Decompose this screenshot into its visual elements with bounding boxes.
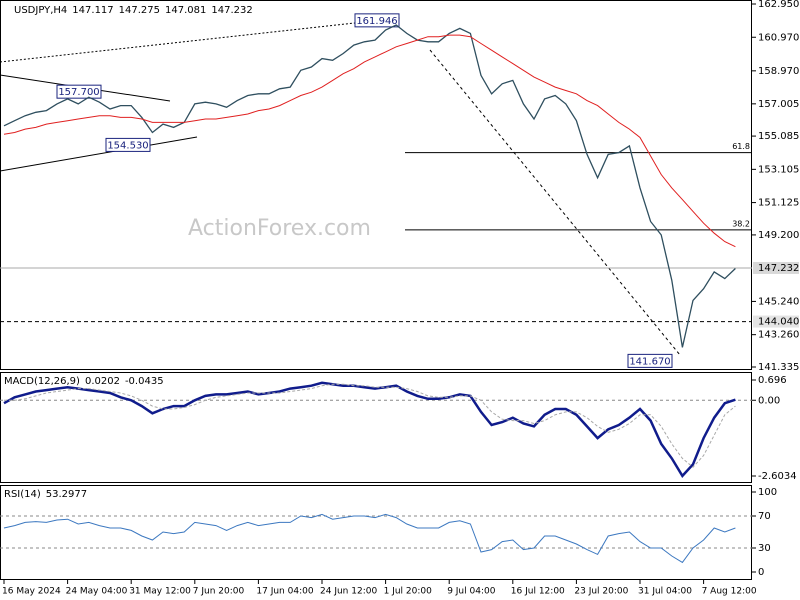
- y-tick-label: 157.005: [758, 99, 799, 110]
- annotation-box: [627, 353, 673, 368]
- x-tick-label: 24 Jun 12:00: [320, 587, 377, 597]
- watermark: ActionForex.com: [188, 216, 371, 241]
- y-tick-label: 70: [758, 511, 771, 522]
- series-line: [3, 381, 736, 478]
- header-value: -0.0435: [125, 376, 164, 387]
- header-value: 53.2977: [46, 489, 87, 500]
- x-tick-label: 7 Jun 20:00: [193, 587, 245, 597]
- header-value: 147.081: [165, 5, 206, 16]
- annotation-box: [56, 84, 102, 99]
- y-tick-label: 30: [758, 543, 771, 554]
- y-tick-label: 0: [758, 567, 764, 578]
- y-tick-label: 100: [758, 487, 777, 498]
- header-value: 147.232: [211, 5, 252, 16]
- x-tick-label: 24 May 04:00: [66, 587, 128, 597]
- y-tick-label: 143.260: [758, 330, 799, 341]
- header-title: USDJPY,H4: [14, 5, 67, 16]
- annotation-label: 157.700: [58, 87, 99, 98]
- header-title: MACD(12,26,9): [4, 376, 80, 387]
- annotation-box: [105, 137, 151, 152]
- x-tick-label: 9 Jul 04:00: [447, 587, 496, 597]
- x-tick-label: 23 Jul 20:00: [574, 587, 628, 597]
- panel-header: RSI(14) 53.2977: [4, 489, 87, 500]
- y-tick-label: 158.970: [758, 66, 799, 77]
- fib-label: 61.8: [732, 142, 750, 151]
- trend-line: [0, 17, 401, 63]
- x-tick-label: 16 Jul 12:00: [511, 587, 565, 597]
- main-panel: [0, 0, 752, 370]
- y-tick-label: 149.200: [758, 230, 799, 241]
- x-tick-label: 1 Jul 20:00: [384, 587, 433, 597]
- annotation-label: 154.530: [107, 140, 148, 151]
- y-tick-label: 160.970: [758, 32, 799, 43]
- annotation-label: 141.670: [629, 356, 670, 367]
- rsi-panel: [0, 485, 752, 580]
- fib-label: 38.2: [732, 219, 750, 228]
- y-tick-label: -2.6034: [758, 471, 797, 482]
- x-tick-label: 31 May 12:00: [129, 587, 191, 597]
- series-line: [3, 513, 736, 564]
- header-value: 0.0202: [85, 376, 120, 387]
- channel-line: [0, 136, 198, 172]
- y-tick-label: 151.125: [758, 198, 799, 209]
- macd-panel: [0, 372, 752, 483]
- header-value: 147.117: [72, 5, 113, 16]
- y-tick-label: 141.335: [758, 362, 799, 373]
- y-tick-label: 162.950: [758, 0, 799, 10]
- y-tick-label: 153.105: [758, 164, 799, 175]
- price-tag: [753, 315, 799, 328]
- price-tag-label: 147.232: [758, 263, 799, 274]
- y-tick-label: 0.696: [758, 375, 787, 386]
- panel-header: USDJPY,H4 147.117 147.275 147.081 147.232: [14, 5, 253, 16]
- series-line: [4, 383, 736, 468]
- price-tag: [753, 261, 799, 274]
- series-line: [3, 24, 736, 348]
- y-tick-label: 155.085: [758, 131, 799, 142]
- panel-header: MACD(12,26,9) 0.0202 -0.0435: [4, 376, 164, 387]
- x-tick-label: 31 Jul 04:00: [638, 587, 692, 597]
- x-tick-label: 7 Aug 12:00: [702, 587, 757, 597]
- header-value: 147.275: [119, 5, 160, 16]
- series-line: [3, 34, 736, 248]
- y-tick-label: 145.240: [758, 296, 799, 307]
- annotation-label: 161.946: [356, 16, 397, 27]
- y-tick-label: 0.00: [758, 395, 780, 406]
- header-title: RSI(14): [4, 489, 41, 500]
- x-tick-label: 16 May 2024: [2, 587, 61, 597]
- x-tick-label: 17 Jun 04:00: [256, 587, 313, 597]
- annotation-box: [354, 13, 400, 28]
- price-tag-label: 144.040: [758, 317, 799, 328]
